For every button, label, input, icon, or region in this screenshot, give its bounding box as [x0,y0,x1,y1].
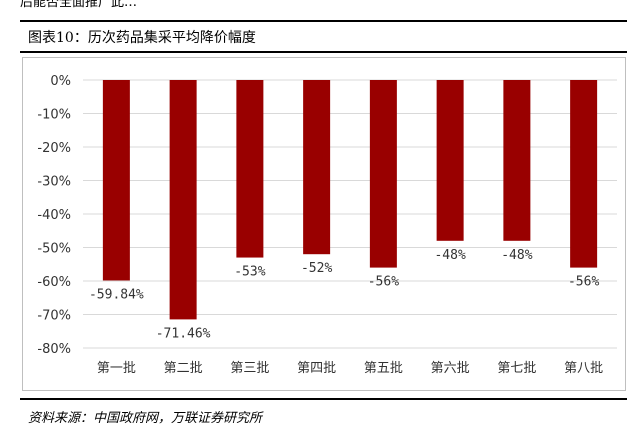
y-tick-label: -20% [37,141,71,156]
y-tick-label: -70% [37,309,71,324]
bar [369,80,397,268]
data-label: -56% [368,275,399,290]
figure-caption: 图表10：历次药品集采平均降价幅度 [28,30,256,46]
y-tick-label: -80% [37,342,71,357]
data-label: -59.84% [89,287,144,302]
x-category-label: 第二批 [164,361,203,376]
x-category-label: 第八批 [564,361,603,376]
x-category-label: 第五批 [364,361,403,376]
bar [503,80,531,241]
data-label: -53% [234,265,265,280]
y-tick-label: -50% [37,242,71,257]
data-label: -56% [568,275,599,290]
bar [436,80,464,241]
y-tick-label: -40% [37,208,71,223]
data-label: -71.46% [156,326,211,341]
bar [236,80,264,258]
bar [570,80,598,268]
x-category-label: 第三批 [230,361,269,376]
bar [169,80,197,320]
source-top-rule [20,398,627,400]
header-text-fragment: 后能否全面推广此… [20,0,138,10]
x-category-label: 第七批 [497,361,536,376]
figure-source: 资料来源：中国政府网，万联证券研究所 [28,411,263,426]
data-label: -52% [301,261,332,276]
caption-bottom-rule [20,51,627,53]
x-category-label: 第六批 [431,361,470,376]
caption-top-rule [20,20,627,22]
data-label: -48% [434,248,465,263]
x-category-label: 第一批 [97,361,136,376]
bar [102,80,130,281]
y-tick-label: -30% [37,175,71,190]
x-category-label: 第四批 [297,361,336,376]
y-tick-label: -10% [37,108,71,123]
y-tick-label: 0% [50,74,71,89]
y-tick-label: -60% [37,275,71,290]
bar [303,80,331,255]
data-label: -48% [501,248,532,263]
